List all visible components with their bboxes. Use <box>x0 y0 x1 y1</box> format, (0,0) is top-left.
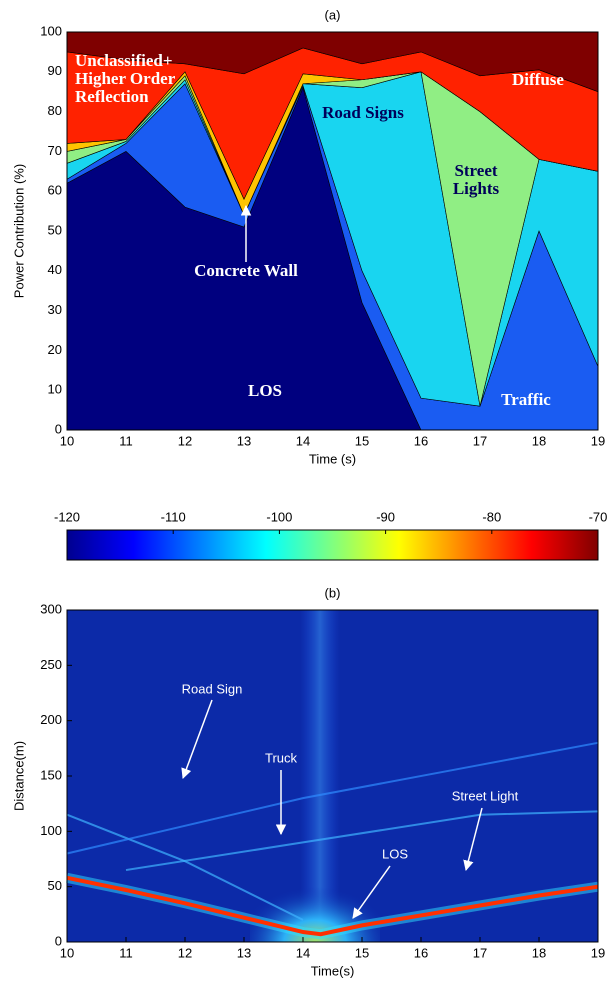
x-tick-label: 13 <box>237 945 251 960</box>
x-tick-label: 14 <box>296 945 310 960</box>
y-tick-label: 50 <box>48 878 62 893</box>
ridge-line <box>66 875 599 937</box>
x-tick-label: 10 <box>60 433 74 448</box>
annotation: Street Light <box>452 788 519 803</box>
x-axis-label: Time (s) <box>309 451 356 466</box>
y-tick-label: 70 <box>48 143 62 158</box>
y-tick-label: 10 <box>48 382 62 397</box>
chart-title: (a) <box>325 7 341 22</box>
colorbar-tick-label: -90 <box>376 509 395 524</box>
arrow <box>181 699 213 779</box>
heatmap-chart: (b) Time(s) Distance(m) 10 11 12 13 14 15 16 17 18 1… <box>11 585 605 978</box>
arrow <box>463 807 483 872</box>
series-label: Diffuse <box>512 70 564 89</box>
colorbar-tick-label: -100 <box>266 509 292 524</box>
arrows <box>181 204 483 919</box>
area-chart: (a) Time (s) Power Contribution (%) 10 11 12 1… <box>11 7 605 466</box>
x-tick-label: 14 <box>296 433 310 448</box>
colorbar: -120 -110 -100 -90 -80 -70 <box>54 509 608 561</box>
annotation: LOS <box>382 846 408 861</box>
y-tick-label: 60 <box>48 183 62 198</box>
ridge-line <box>125 810 599 872</box>
y-tick-label: 80 <box>48 103 62 118</box>
colorbar-tick-label: -80 <box>482 509 501 524</box>
y-tick-label: 150 <box>40 767 62 782</box>
y-tick-label: 100 <box>40 23 62 38</box>
x-tick-label: 15 <box>355 945 369 960</box>
x-tick-label: 18 <box>532 945 546 960</box>
y-tick-label: 50 <box>48 222 62 237</box>
colorbar-tick-label: -110 <box>161 509 186 524</box>
y-tick-label: 40 <box>48 262 62 277</box>
y-tick-label: 90 <box>48 63 62 78</box>
x-tick-label: 19 <box>591 945 605 960</box>
y-tick-label: 300 <box>40 601 62 616</box>
y-tick-label: 20 <box>48 342 62 357</box>
colorbar-tick-label: -120 <box>54 509 80 524</box>
arrow <box>352 865 391 919</box>
y-tick-label: 100 <box>40 823 62 838</box>
series-label: Traffic <box>501 390 551 409</box>
series-label: Road Signs <box>322 103 404 122</box>
annotation: Road Sign <box>182 681 243 696</box>
colorbar-tick-label: -70 <box>589 509 608 524</box>
y-tick-label: 0 <box>55 933 62 948</box>
x-tick-label: 16 <box>414 945 428 960</box>
x-tick-label: 10 <box>60 945 74 960</box>
y-axis-label: Distance(m) <box>11 741 26 811</box>
series-label: Unclassified+ Higher Order Reflection <box>75 51 175 106</box>
series-label: Street Lights <box>452 161 500 198</box>
plot-frame <box>66 31 599 431</box>
x-tick-label: 17 <box>473 945 487 960</box>
x-tick-label: 15 <box>355 433 369 448</box>
y-tick-label: 250 <box>40 657 62 672</box>
x-axis-label: Time(s) <box>311 963 355 978</box>
x-tick-label: 18 <box>532 433 546 448</box>
x-tick-label: 16 <box>414 433 428 448</box>
series-label: Concrete Wall <box>194 261 298 280</box>
annotation: Truck <box>265 750 298 765</box>
x-tick-label: 17 <box>473 433 487 448</box>
plot-frame <box>66 609 599 943</box>
x-tick-label: 11 <box>119 433 133 448</box>
colorbar-gradient <box>66 529 599 561</box>
y-tick-label: 200 <box>40 712 62 727</box>
ridge-line <box>66 741 599 855</box>
x-tick-label: 19 <box>591 433 605 448</box>
x-tick-label: 13 <box>237 433 251 448</box>
x-tick-label: 12 <box>178 945 192 960</box>
chart-title: (b) <box>325 585 341 600</box>
series-label: LOS <box>247 381 283 400</box>
y-axis-label: Power Contribution (%) <box>11 164 26 298</box>
x-tick-label: 12 <box>178 433 192 448</box>
y-tick-label: 30 <box>48 302 62 317</box>
y-tick-label: 0 <box>55 421 62 436</box>
x-tick-label: 11 <box>119 945 133 960</box>
